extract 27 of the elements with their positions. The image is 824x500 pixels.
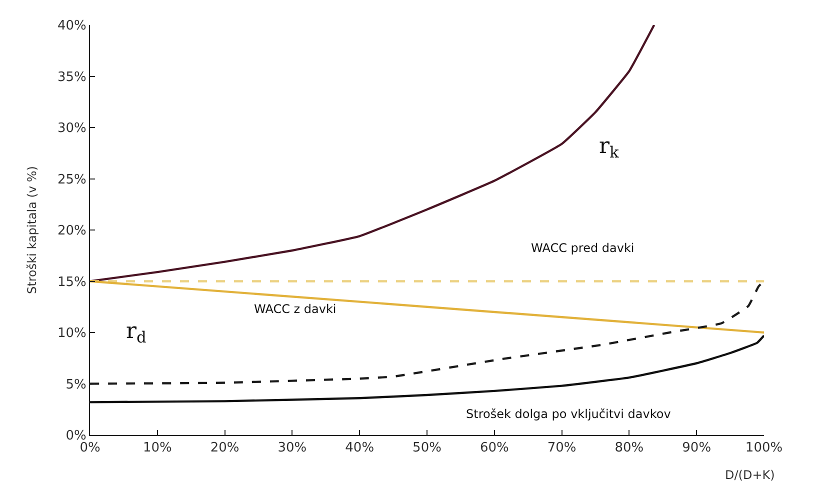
- x-tick-label: 80%: [614, 440, 644, 456]
- annotation: r$_{k}$: [599, 134, 620, 162]
- y-tick-label: 30%: [57, 121, 86, 136]
- annotation: Strošek dolga po vključitvi davkov: [466, 407, 671, 421]
- annotation: WACC pred davki: [531, 241, 634, 255]
- annotation: WACC z davki: [254, 302, 336, 316]
- y-tick-label: 15%: [57, 274, 86, 290]
- x-tick-label: 70%: [547, 440, 576, 456]
- x-tick-label: 20%: [210, 440, 240, 456]
- x-tick-label: 30%: [278, 440, 307, 456]
- y-tick-label: 25%: [57, 172, 86, 188]
- y-tick-label: 5%: [66, 377, 86, 392]
- x-tick-label: 40%: [345, 440, 374, 456]
- y-tick-label: 10%: [57, 326, 86, 342]
- x-tick-label: 10%: [142, 440, 172, 456]
- x-axis-title: D/(D+K): [725, 468, 775, 482]
- annotation: r$_{d}$: [126, 319, 147, 347]
- x-tick-label: 0%: [80, 440, 100, 456]
- y-tick-label: 40%: [57, 18, 86, 34]
- x-tick-label: 50%: [412, 440, 442, 456]
- line-series: [90, 25, 656, 282]
- y-tick-label: 20%: [57, 224, 86, 239]
- x-tick-label: 100%: [745, 440, 783, 456]
- y-tick-label: 35%: [57, 70, 86, 85]
- y-axis-title: Stroški kapitala (v %): [24, 166, 39, 294]
- x-tick-label: 90%: [682, 440, 712, 456]
- x-tick-label: 60%: [480, 440, 509, 456]
